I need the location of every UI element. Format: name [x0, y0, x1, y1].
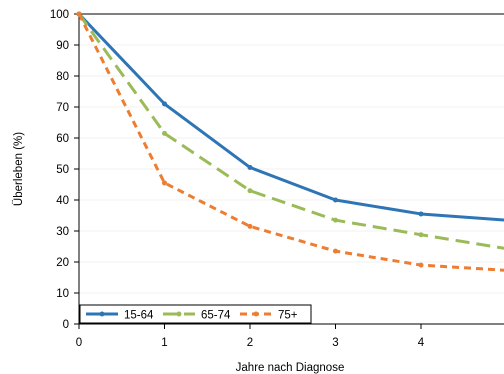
legend-label-65-74: 65-74	[201, 310, 231, 322]
series-line-75+	[77, 13, 504, 272]
y-tick-label-3: 30	[56, 226, 69, 238]
data-point-65-74-3	[333, 217, 338, 223]
x-tick-label-3: 3	[332, 337, 338, 349]
y-tick-label-4: 40	[56, 195, 69, 207]
grid	[79, 13, 504, 294]
series-line-65-74	[77, 13, 504, 250]
y-tick-label-10: 100	[50, 9, 69, 21]
data-point-75+-0	[76, 11, 82, 17]
legend: 15-64 65-74 75+	[79, 304, 312, 324]
legend-marker-75+	[253, 311, 259, 317]
y-tick-label-6: 60	[56, 133, 69, 145]
x-axis-label: Jahre nach Diagnose	[236, 362, 345, 374]
legend-marker-15-64	[99, 311, 105, 317]
legend-box	[79, 304, 312, 324]
data-point-65-74-2	[247, 188, 253, 194]
series-75+	[76, 11, 504, 272]
x-tick-label-4: 4	[418, 337, 425, 349]
y-tick-label-8: 80	[56, 71, 69, 83]
data-point-75+-1	[162, 180, 167, 186]
legend-label-15-64: 15-64	[124, 310, 154, 322]
y-tick-label-2: 20	[56, 257, 69, 269]
y-tick-label-5: 50	[56, 164, 69, 176]
x-tick-label-0: 0	[76, 337, 82, 349]
ticks: 0 10 20 30 40 50 60 70 80 90 100 0 1 2 3 4	[50, 9, 425, 349]
data-point-15-64-1	[162, 101, 167, 107]
y-tick-label-7: 70	[56, 102, 69, 114]
data-point-65-74-1	[162, 130, 167, 136]
x-tick-label-2: 2	[247, 337, 253, 349]
data-point-75+-4	[418, 262, 424, 268]
series-15-64	[76, 11, 504, 222]
y-tick-label-1: 10	[56, 288, 69, 300]
legend-label-75+: 75+	[278, 310, 298, 322]
series	[76, 11, 504, 272]
data-point-15-64-4	[418, 211, 424, 217]
data-point-75+-2	[247, 223, 253, 229]
y-axis-label: Überleben (%)	[13, 132, 25, 206]
series-line-15-64	[77, 12, 504, 222]
data-point-65-74-4	[418, 232, 424, 238]
y-tick-label-9: 90	[56, 40, 69, 52]
x-tick-label-1: 1	[161, 337, 167, 349]
legend-marker-65-74	[176, 311, 182, 317]
data-point-75+-3	[333, 248, 338, 254]
y-tick-label-0: 0	[63, 319, 69, 331]
data-point-15-64-3	[333, 197, 338, 203]
data-point-15-64-2	[247, 164, 253, 170]
